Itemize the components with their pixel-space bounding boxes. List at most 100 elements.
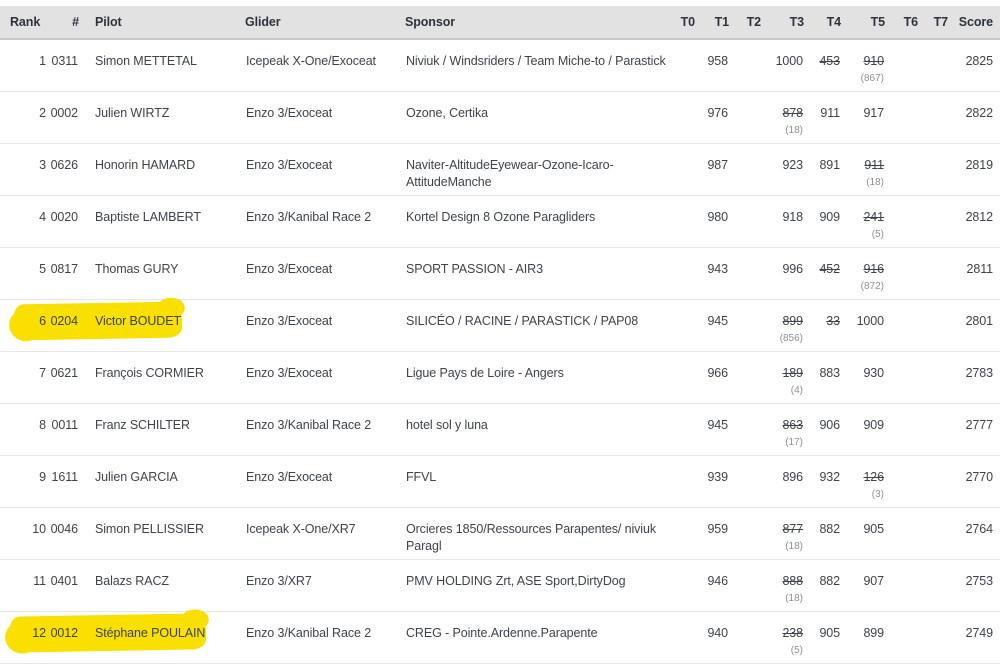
total-score-cell: 2811 xyxy=(948,247,1000,300)
task-score-t3: 878 xyxy=(782,105,803,120)
column-header-t6: T6 xyxy=(885,6,918,40)
results-page: Rank # Pilot Glider Sponsor T0 T1 T2 T3 T4 T5 T6 T7 S… xyxy=(0,6,1000,671)
glider-name: Enzo 3/Exoceat xyxy=(246,365,333,380)
total-score-value: 2777 xyxy=(965,417,994,432)
task-cell-t7 xyxy=(918,39,948,92)
glider-cell: Enzo 3/Exoceat xyxy=(245,455,405,508)
pilot-number: 0626 xyxy=(50,157,79,172)
header-row: Rank # Pilot Glider Sponsor T0 T1 T2 T3 T4 T5 T6 T7 S… xyxy=(0,6,1000,40)
pilot-name: Thomas GURY xyxy=(95,261,179,276)
task-devalued-score-t5: (5) xyxy=(871,228,884,240)
column-header-t3: T3 xyxy=(761,6,804,40)
task-cell-t3: 863 (17) xyxy=(761,403,804,456)
sponsor-cell: FFVL xyxy=(405,455,675,508)
task-cell-t5: 1000 xyxy=(841,299,885,352)
rank-cell: 12 xyxy=(0,611,207,664)
task-cell-t3: 1000 xyxy=(761,39,804,92)
rank-value: 8 xyxy=(39,417,46,432)
column-header-num: # xyxy=(47,6,79,40)
pilot-name-cell: Simon METTETAL xyxy=(79,39,245,92)
task-devalued-score-t3: (18) xyxy=(785,540,803,552)
pilot-name: Franz SCHILTER xyxy=(95,417,190,432)
task-devalued-score-t5: (18) xyxy=(866,176,884,188)
task-score-t3: 189 xyxy=(782,365,803,380)
task-cell-t1: 959 xyxy=(695,507,729,560)
task-score-t5: 905 xyxy=(863,521,884,536)
pilot-number-cell: 0311 xyxy=(47,39,79,92)
task-cell-t4: 905 xyxy=(804,611,841,664)
task-score-t5: 916 xyxy=(863,261,884,276)
task-score-t5: 909 xyxy=(863,417,884,432)
rank-value: 11 xyxy=(33,573,46,588)
pilot-number: 0020 xyxy=(50,209,79,224)
task-score-t4: 909 xyxy=(819,209,840,224)
sponsor-cell: Ligue Pays de Loire - Angers xyxy=(405,351,675,404)
total-score-cell: 2812 xyxy=(948,195,1000,248)
glider-name: Enzo 3/Kanibal Race 2 xyxy=(246,209,372,224)
column-header-t1: T1 xyxy=(695,6,729,40)
pilot-name: Stéphane POULAIN xyxy=(95,625,206,640)
task-cell-t7 xyxy=(918,403,948,456)
sponsor-text: Ozone, Certika xyxy=(406,105,488,120)
task-score-t5: 917 xyxy=(863,105,884,120)
task-score-t5: 930 xyxy=(863,365,884,380)
rank-cell: 3 xyxy=(0,143,47,196)
rank-cell: 6 xyxy=(0,299,183,352)
task-cell-t1: 980 xyxy=(695,195,729,248)
total-score-value: 2825 xyxy=(965,54,994,68)
rank-value: 4 xyxy=(39,209,46,224)
task-score-t1: 966 xyxy=(707,365,728,380)
result-row: 8 0011 Franz SCHILTER Enzo 3/Kanibal Race 2… xyxy=(0,403,1000,456)
column-header-glider: Glider xyxy=(245,6,405,40)
task-score-t5: 899 xyxy=(863,625,884,640)
sponsor-text: hotel sol y luna xyxy=(406,417,488,432)
result-row: 3 0626 Honorin HAMARD Enzo 3/Exoceat Naviter… xyxy=(0,143,1000,196)
rank-value: 9 xyxy=(39,469,46,484)
task-score-t3: 1000 xyxy=(775,54,804,68)
task-score-t5: 241 xyxy=(863,209,884,224)
glider-cell: Enzo 3/Exoceat xyxy=(245,91,405,144)
pilot-number: 0002 xyxy=(50,105,79,120)
rank-cell: 2 xyxy=(0,91,47,144)
task-devalued-score-t3: (5) xyxy=(790,644,803,656)
sponsor-cell: PMV HOLDING Zrt, ASE Sport,DirtyDog xyxy=(405,559,675,612)
glider-name: Enzo 3/Kanibal Race 2 xyxy=(246,625,372,640)
task-devalued-score-t3: (17) xyxy=(785,436,803,448)
task-cell-t3: 899 (856) xyxy=(761,299,804,352)
task-cell-t6 xyxy=(885,195,918,248)
pilot-number: 0204 xyxy=(50,313,79,328)
task-score-t5: 126 xyxy=(863,469,884,484)
task-cell-t7 xyxy=(918,351,948,404)
glider-cell: Enzo 3/Exoceat xyxy=(245,247,405,300)
task-score-t4: 905 xyxy=(819,625,840,640)
total-score-value: 2811 xyxy=(966,261,994,276)
sponsor-cell: SPORT PASSION - AIR3 xyxy=(405,247,675,300)
pilot-number: 0046 xyxy=(50,521,79,536)
task-score-t1: 980 xyxy=(707,209,728,224)
pilot-name-cell: Franz SCHILTER xyxy=(79,403,245,456)
pilot-number: 0012 xyxy=(50,625,79,640)
task-cell-t3: 888 (18) xyxy=(761,559,804,612)
column-header-score: Score xyxy=(948,6,1000,40)
glider-cell: Enzo 3/Kanibal Race 2 xyxy=(245,403,405,456)
task-cell-t6 xyxy=(885,39,918,92)
column-header-t5: T5 xyxy=(841,6,885,40)
pilot-name: Simon PELLISSIER xyxy=(95,521,204,536)
pilot-name: Balazs RACZ xyxy=(95,573,169,588)
total-score-value: 2783 xyxy=(965,365,994,380)
pilot-name-cell: Honorin HAMARD xyxy=(79,143,245,196)
pilot-number-cell: 0626 xyxy=(47,143,79,196)
task-score-t4: 883 xyxy=(819,365,840,380)
task-cell-t5: 917 xyxy=(841,91,885,144)
sponsor-text: Ligue Pays de Loire - Angers xyxy=(406,365,564,380)
result-row: 6 0204 Victor BOUDET Enzo 3/Exoceat SILICÉO … xyxy=(0,299,1000,352)
sponsor-text: SILICÉO / RACINE / PARASTICK / PAP08 xyxy=(406,313,639,328)
sponsor-text: Kortel Design 8 Ozone Paragliders xyxy=(406,209,596,224)
column-header-pilot: Pilot xyxy=(79,6,245,40)
task-score-t4: 906 xyxy=(819,417,840,432)
task-cell-t1: 945 xyxy=(695,299,729,352)
pilot-number-cell: 1611 xyxy=(47,455,79,508)
task-cell-t2 xyxy=(729,507,761,560)
task-cell-t1: 940 xyxy=(695,611,729,664)
task-score-t1: 943 xyxy=(707,261,728,276)
